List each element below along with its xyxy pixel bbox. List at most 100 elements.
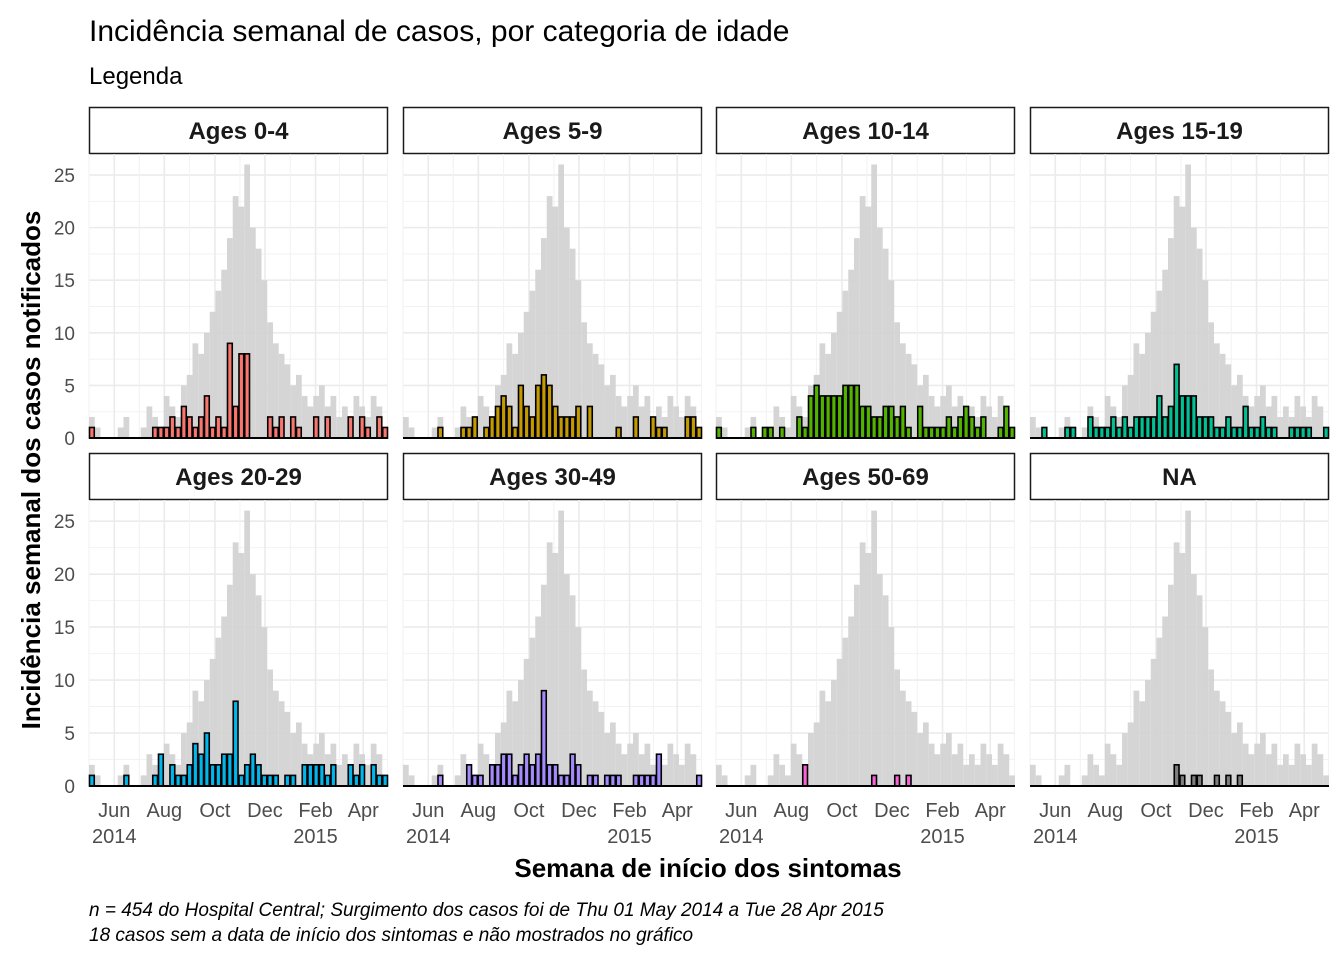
background-bar [215, 637, 222, 786]
group-bar [465, 764, 473, 787]
background-bar [581, 669, 587, 786]
group-bar [209, 426, 216, 439]
x-tick-label: Oct [513, 800, 545, 822]
background-bar [1231, 733, 1237, 786]
background-bar [1093, 764, 1099, 786]
background-bar [1133, 343, 1140, 438]
group-bar [1098, 426, 1106, 439]
group-bar [232, 700, 239, 787]
background-bar [1133, 690, 1140, 786]
background-bar [227, 584, 233, 786]
background-bar [1173, 542, 1180, 786]
background-bar [1300, 406, 1306, 438]
group-bar [575, 764, 582, 787]
group-bar [1127, 426, 1134, 439]
background-bar [204, 332, 210, 438]
background-bar [319, 385, 325, 438]
background-bar [744, 427, 751, 438]
background-bar [518, 680, 524, 786]
group-bar [1087, 416, 1094, 439]
background-bar [552, 206, 559, 438]
background-bar [1254, 743, 1260, 786]
group-bar [1121, 416, 1129, 439]
background-bar [905, 353, 912, 438]
group-bar [1184, 395, 1192, 439]
group-bar [517, 384, 525, 439]
group-bar [1322, 426, 1330, 439]
background-bar [871, 510, 877, 786]
group-bar [916, 405, 924, 439]
background-bar [186, 374, 193, 438]
background-bar [244, 510, 250, 786]
background-bar [997, 743, 1004, 786]
background-bar [408, 775, 415, 786]
background-bar [992, 764, 998, 786]
background-bar [911, 364, 918, 438]
x-tick-label: Jun [1039, 800, 1071, 822]
group-bar [347, 416, 354, 439]
background-bar [215, 290, 222, 438]
background-bar [1081, 427, 1088, 438]
x-tick-label: Dec [561, 800, 597, 822]
background-bar [819, 690, 826, 786]
background-bar [1110, 754, 1117, 786]
x-tick-label: Feb [612, 800, 646, 822]
chart-subtitle: Legenda [89, 63, 183, 90]
x-tick-year-label: 2014 [719, 826, 764, 848]
background-bar [951, 754, 958, 786]
y-tick-label: 0 [64, 777, 75, 798]
background-bar [773, 754, 780, 786]
background-bar [1231, 385, 1237, 438]
group-bar [203, 395, 211, 439]
group-bar [243, 353, 251, 439]
background-bar [1242, 743, 1249, 786]
background-bar [1248, 754, 1255, 786]
y-tick-label: 15 [54, 618, 75, 639]
background-bar [523, 311, 530, 438]
group-bar [957, 416, 964, 439]
group-bar [312, 764, 320, 787]
x-tick-label: Aug [461, 800, 497, 822]
background-bar [94, 775, 101, 786]
group-bar [1115, 426, 1123, 439]
facet-panel: Ages 15-19 [1029, 106, 1330, 439]
group-bar [180, 774, 188, 787]
x-tick-label: Apr [662, 800, 693, 822]
group-bar [575, 405, 582, 439]
background-bar [831, 680, 837, 786]
background-bar [523, 658, 530, 786]
background-bar [604, 733, 610, 786]
background-bar [1237, 374, 1243, 438]
background-bar [221, 616, 227, 786]
x-tick-label: Oct [199, 800, 231, 822]
group-bar [830, 395, 838, 439]
group-bar [324, 416, 331, 439]
background-bar [859, 196, 866, 438]
background-bar [865, 552, 872, 786]
group-bar [592, 774, 599, 787]
background-bar [940, 743, 946, 786]
group-bar [534, 384, 542, 439]
group-bar [529, 764, 536, 787]
background-bar [790, 395, 797, 438]
group-bar [939, 426, 947, 439]
background-bar [278, 353, 285, 438]
group-bar [1225, 774, 1232, 787]
background-bar [1081, 775, 1088, 786]
background-bar [911, 711, 918, 786]
group-bar [1253, 426, 1261, 439]
background-bar [716, 764, 722, 786]
background-bar [261, 627, 268, 786]
background-bar [290, 733, 296, 786]
background-bar [267, 322, 273, 438]
group-bar [511, 774, 519, 787]
group-bar [197, 753, 205, 787]
group-bar [557, 416, 565, 439]
x-tick-label: Feb [298, 800, 332, 822]
x-tick-label: Oct [826, 800, 858, 822]
background-bar [198, 701, 204, 786]
group-bar [238, 774, 245, 787]
background-bar [273, 690, 279, 786]
background-bar [721, 775, 728, 786]
group-bar [632, 416, 640, 439]
